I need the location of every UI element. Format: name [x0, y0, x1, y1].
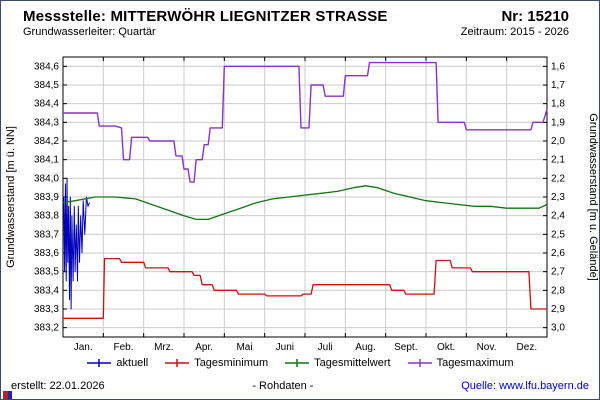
legend-label: Tagesmaximum	[436, 357, 514, 369]
header-row-1: Messstelle: MITTERWÖHR LIEGNITZER STRASS…	[1, 1, 599, 25]
rohdaten-label: - Rohdaten -	[252, 380, 314, 392]
y-tick-label-right: 1,7	[551, 80, 565, 91]
x-tick-label: Juni	[276, 342, 294, 353]
legend-item-Tagesminimum: Tagesminimum	[164, 357, 268, 369]
legend-item-Tagesmittelwert: Tagesmittelwert	[284, 357, 391, 369]
legend: aktuell Tagesminimum Tagesmittelwert Tagesm…	[1, 357, 599, 369]
y-tick-label-right: 1,8	[551, 99, 565, 110]
source-link[interactable]: Quelle: www.lfu.bayern.de	[461, 380, 589, 392]
legend-label: Tagesminimum	[194, 357, 269, 369]
x-tick-label: Aug.	[355, 342, 376, 353]
created-label: erstellt: 22.01.2026	[11, 380, 105, 392]
x-tick-label: Sept.	[394, 342, 417, 353]
footer: erstellt: 22.01.2026 - Rohdaten - Quelle…	[1, 380, 599, 392]
y-tick-label-right: 2,6	[551, 248, 565, 259]
period-label: Zeitraum: 2015 - 2026	[460, 26, 569, 38]
legend-marker-icon	[407, 359, 432, 367]
series-Tagesmaximum	[63, 61, 548, 183]
legend-item-aktuell: aktuell	[86, 357, 148, 369]
corner-mark-icon	[3, 391, 12, 399]
y-tick-label-left: 383,2	[34, 323, 59, 334]
series-Tagesmittelwert	[62, 185, 548, 221]
x-tick-label: Nov.	[477, 342, 497, 353]
y-tick-label-left: 383,8	[34, 211, 59, 222]
y-tick-label-right: 1,9	[551, 117, 565, 128]
legend-marker-icon	[165, 359, 190, 367]
y-tick-label-left: 383,7	[34, 229, 59, 240]
legend-marker-icon	[87, 359, 112, 367]
y-axis-label-right: Grundwasserstand [m u. Gelände]	[587, 113, 599, 281]
x-tick-label: Apr.	[195, 342, 213, 353]
x-tick-label: Mrz.	[154, 342, 173, 353]
x-tick-label: Okt.	[437, 342, 455, 353]
legend-label: aktuell	[116, 357, 149, 369]
y-axis-label-left: Grundwasserstand [m ü. NN]	[5, 126, 17, 268]
y-tick-label-left: 384,0	[34, 173, 59, 184]
x-tick-label: Juli	[318, 342, 333, 353]
y-tick-label-left: 384,6	[34, 61, 59, 72]
x-tick-label: Mai	[236, 342, 252, 353]
x-tick-label: Feb.	[113, 342, 133, 353]
y-tick-label-right: 2,2	[551, 173, 565, 184]
y-tick-label-right: 2,3	[551, 192, 565, 203]
y-tick-label-right: 2,8	[551, 285, 565, 296]
legend-item-Tagesmaximum: Tagesmaximum	[407, 357, 514, 369]
y-tick-label-right: 2,9	[551, 304, 565, 315]
y-tick-label-right: 1,6	[551, 61, 565, 72]
y-tick-label-right: 2,5	[551, 229, 565, 240]
x-tick-label: Dez.	[517, 342, 538, 353]
y-tick-label-left: 383,5	[34, 267, 59, 278]
y-tick-label-right: 2,4	[551, 211, 565, 222]
x-tick-label: Jan.	[74, 342, 93, 353]
y-tick-label-right: 2,7	[551, 267, 565, 278]
y-tick-label-left: 384,2	[34, 136, 59, 147]
y-tick-label-left: 384,4	[34, 99, 59, 110]
y-tick-label-left: 383,4	[34, 285, 59, 296]
page-title: Messstelle: MITTERWÖHR LIEGNITZER STRASS…	[23, 8, 388, 25]
legend-label: Tagesmittelwert	[314, 357, 391, 369]
legend-marker-icon	[285, 359, 310, 367]
aquifer-label: Grundwasserleiter: Quartär	[23, 26, 156, 38]
y-tick-label-left: 384,1	[34, 155, 59, 166]
y-tick-label-right: 3,0	[551, 323, 565, 334]
series-Tagesminimum	[63, 257, 547, 319]
y-tick-label-left: 383,3	[34, 304, 59, 315]
y-tick-label-right: 2,0	[551, 136, 565, 147]
chart-svg: 384,6 1,6 384,5 1,7 384,4 1,8 384,3 1,9 384,2 2,0…	[5, 56, 599, 353]
y-tick-label-left: 384,3	[34, 117, 59, 128]
station-number: Nr: 15210	[501, 8, 569, 25]
y-tick-label-right: 2,1	[551, 155, 565, 166]
y-tick-label-left: 383,9	[34, 192, 59, 203]
header-row-2: Grundwasserleiter: Quartär Zeitraum: 201…	[1, 25, 599, 38]
y-tick-label-left: 384,5	[34, 80, 59, 91]
y-tick-label-left: 383,6	[34, 248, 59, 259]
series-aktuell	[63, 177, 91, 310]
